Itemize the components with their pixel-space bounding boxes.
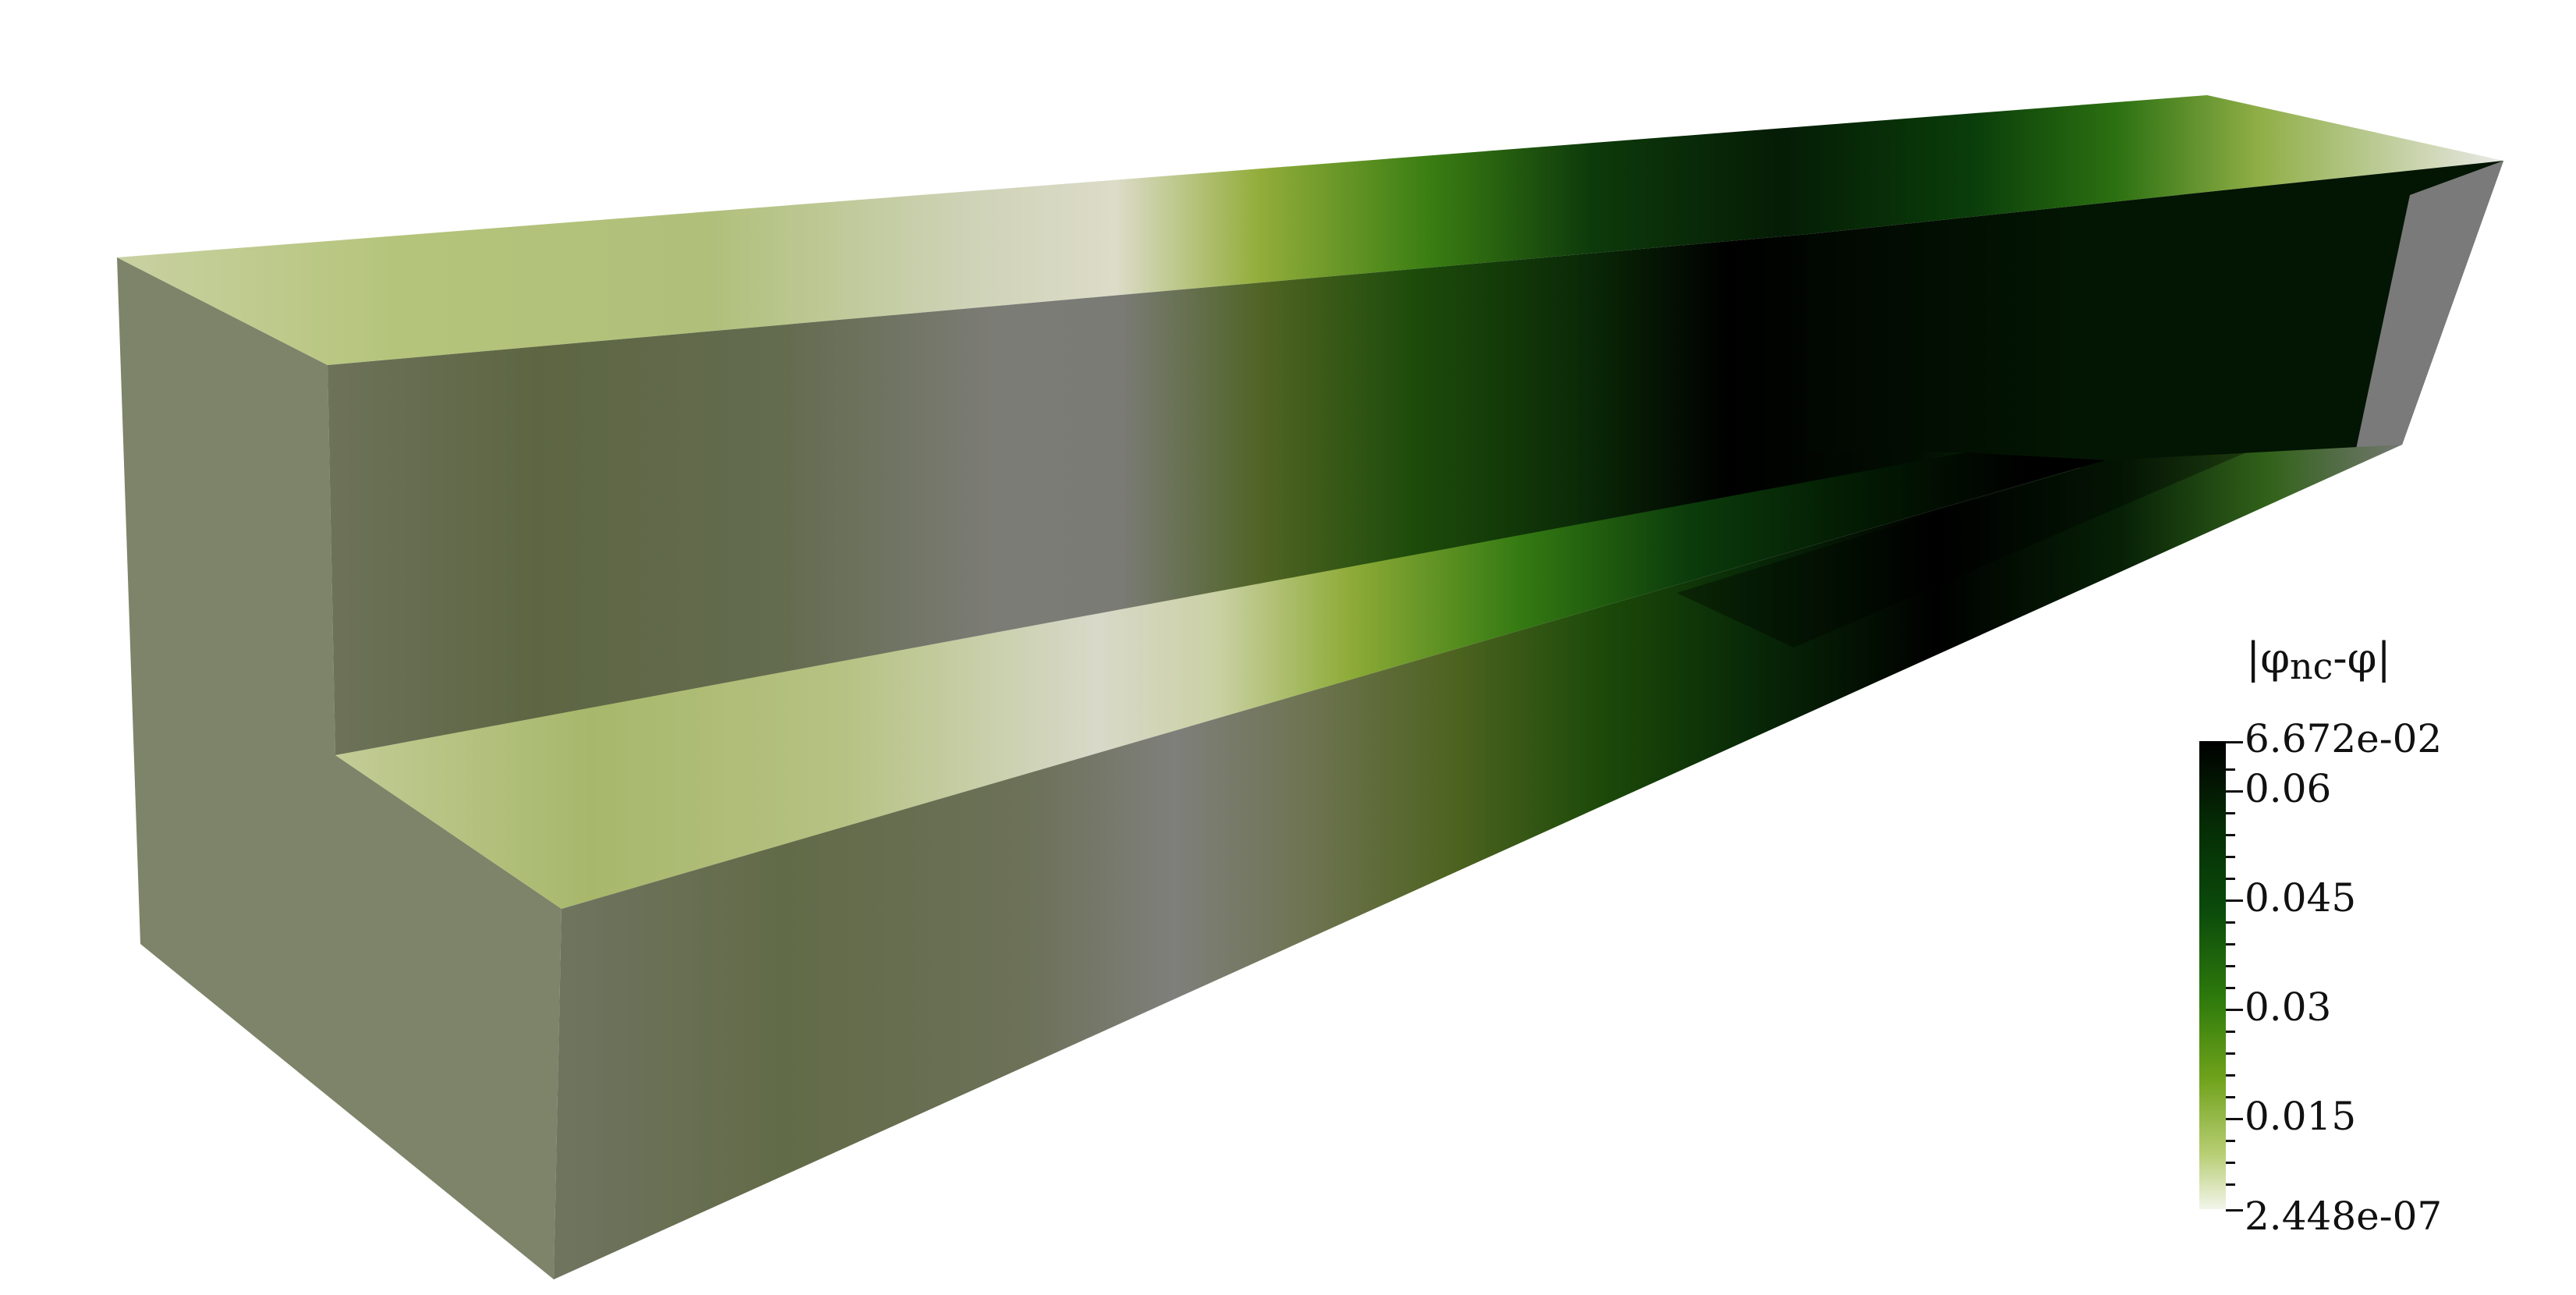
scalar-bar-minor-tick (2226, 878, 2235, 880)
scalar-bar-label: 0.03 (2245, 985, 2332, 1030)
block-right-end-face (2355, 161, 2503, 452)
scalar-bar-tick (2226, 1209, 2243, 1212)
scalar-bar-legend: |φnc-φ| 6.672e-02 0.06 0.045 0.03 0.015 … (2199, 624, 2566, 1248)
scalar-bar-max-label: 6.672e-02 (2245, 716, 2443, 761)
channel-floor (1809, 161, 2503, 476)
scalar-bar-colormap (2199, 741, 2226, 1209)
scalar-bar-minor-tick (2226, 943, 2235, 946)
block-front-face (554, 445, 2402, 1279)
scalar-bar-minor-tick (2226, 1031, 2235, 1033)
scalar-bar-tick (2226, 790, 2243, 793)
scalar-bar-minor-tick (2226, 1140, 2235, 1142)
scalar-bar-tick (2226, 899, 2243, 902)
front-ledge-top-face (335, 452, 2106, 909)
scalar-bar-minor-tick (2226, 1162, 2235, 1164)
scalar-bar-minor-tick (2226, 921, 2235, 924)
scalar-bar-title: |φnc-φ| (2246, 633, 2391, 687)
scalar-bar-tick (2226, 741, 2243, 743)
scalar-bar-min-label: 2.448e-07 (2245, 1194, 2443, 1239)
channel-back-wall (328, 234, 1965, 755)
scalar-bar-tick (2226, 1118, 2243, 1120)
scalar-bar-minor-tick (2226, 834, 2235, 836)
scalar-bar-minor-tick (2226, 1052, 2235, 1055)
scalar-bar-tick (2226, 1009, 2243, 1011)
front-face-dark-band (1677, 452, 2246, 648)
block-left-end-face (117, 257, 562, 1279)
scalar-bar-minor-tick (2226, 768, 2235, 771)
scalar-bar-label: 0.015 (2245, 1094, 2357, 1139)
scalar-bar-minor-tick (2226, 965, 2235, 967)
scalar-bar-minor-tick (2226, 1074, 2235, 1077)
scalar-bar-minor-tick (2226, 987, 2235, 989)
block-top-face (117, 95, 2503, 365)
scalar-bar-label: 0.06 (2245, 766, 2332, 811)
scalar-bar-minor-tick (2226, 1183, 2235, 1186)
scalar-bar-label: 0.045 (2245, 875, 2357, 921)
scalar-bar-minor-tick (2226, 812, 2235, 814)
scalar-bar-minor-tick (2226, 1096, 2235, 1098)
scalar-bar-minor-tick (2226, 856, 2235, 858)
